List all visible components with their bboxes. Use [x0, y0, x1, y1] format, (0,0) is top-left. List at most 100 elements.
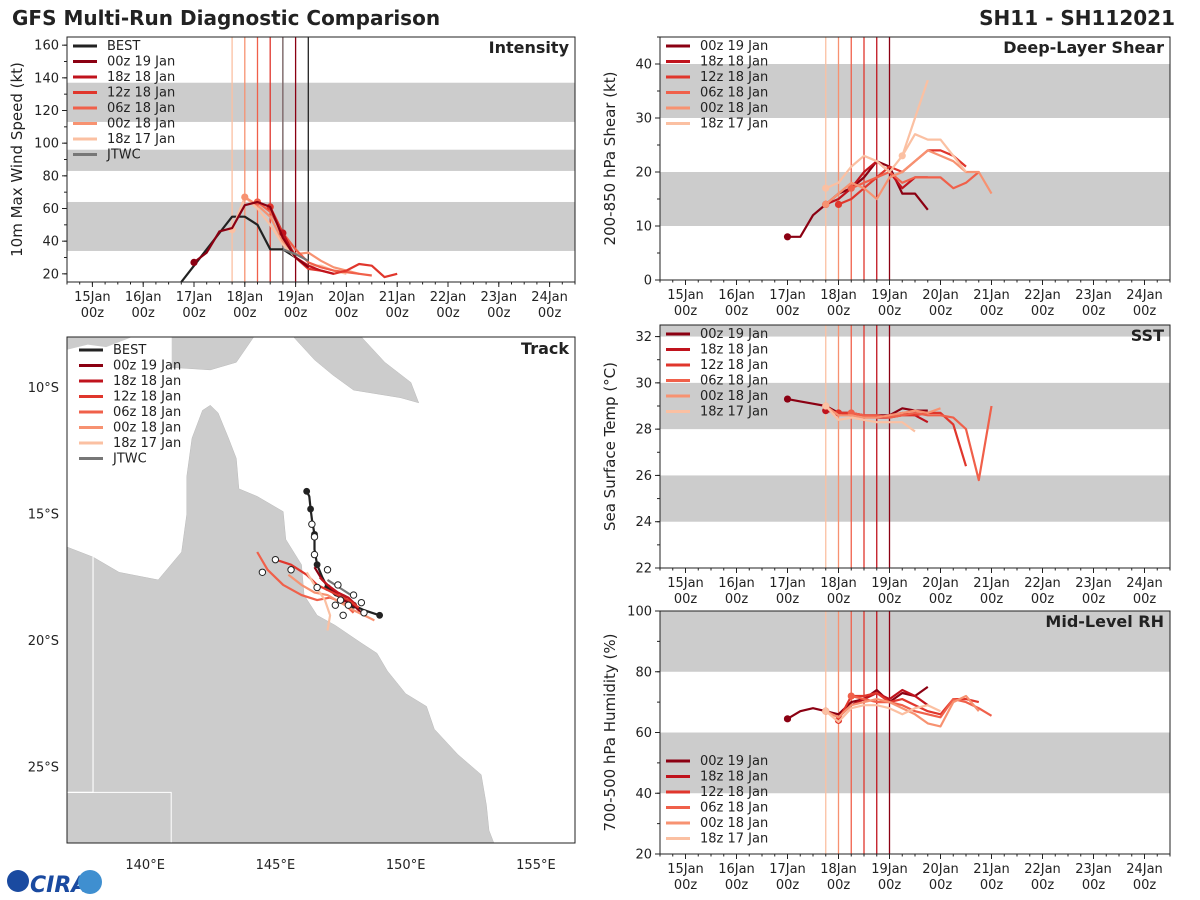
intensity-ytick-label: 140	[34, 71, 59, 86]
sst-xtick-label-hour: 00z	[674, 592, 698, 607]
track-ytick-label: 15°S	[28, 508, 59, 523]
sst-xtick-label-hour: 00z	[929, 592, 953, 607]
intensity-xtick-label-hour: 00z	[182, 306, 206, 321]
track-forecast-point	[310, 533, 319, 541]
track-forecast-point	[336, 596, 345, 604]
intensity-ytick-label: 120	[34, 104, 59, 119]
rh-series-18z-17-jan	[825, 704, 941, 724]
sst-xtick-label-day: 15Jan	[667, 576, 704, 591]
shear-xtick-label-day: 23Jan	[1075, 288, 1112, 303]
track-forecast-point	[313, 583, 321, 592]
intensity-xtick-label-day: 22Jan	[430, 290, 467, 305]
track-title: Track	[521, 339, 569, 358]
sa-qld-border-line	[67, 791, 172, 843]
rh-xtick-label-day: 22Jan	[1024, 862, 1061, 877]
shear-series-00z-19-jan	[787, 160, 929, 238]
sst-panel: 22242628303215Jan00z16Jan00z17Jan00z18Ja…	[601, 324, 1171, 607]
rh-ytick-label: 80	[635, 665, 652, 680]
rh-init-point-18z-17-jan	[822, 707, 830, 715]
rh-xtick-label-day: 18Jan	[820, 862, 857, 877]
shear-legend-label-00z-18-jan: 00z 18 Jan	[700, 101, 768, 116]
sst-title: SST	[1131, 326, 1164, 345]
intensity-panel: 2040608010012014016015Jan00z16Jan00z17Ja…	[8, 36, 576, 321]
track-forecast-point	[271, 555, 280, 564]
intensity-title: Intensity	[489, 38, 570, 57]
intensity-xtick-label-day: 24Jan	[531, 290, 568, 305]
intensity-init-point-00z-18-jan	[241, 193, 249, 201]
intensity-series-00z-18-jan	[244, 196, 360, 275]
shear-xtick-label-day: 16Jan	[718, 288, 755, 303]
track-ytick-label: 25°S	[28, 761, 59, 776]
sst-legend-label-18z-18-jan: 18z 18 Jan	[700, 343, 768, 358]
sst-xtick-label-hour: 00z	[980, 592, 1004, 607]
sst-xtick-label-day: 16Jan	[718, 576, 755, 591]
track-forecast-point	[357, 598, 366, 607]
track-series-18z-17-jan	[305, 571, 332, 631]
sst-ylabel: Sea Surface Temp (°C)	[601, 362, 619, 531]
intensity-legend-label-00z-18-jan: 00z 18 Jan	[107, 117, 175, 132]
shear-ylabel: 200-850 hPa Shear (kt)	[601, 72, 619, 246]
figure-title: GFS Multi-Run Diagnostic Comparison	[12, 6, 440, 30]
track-forecast-point	[308, 520, 316, 528]
shear-xtick-label-hour: 00z	[980, 304, 1004, 319]
track-forecast-point	[331, 601, 340, 609]
shear-xtick-label-day: 21Jan	[973, 288, 1010, 303]
intensity-xtick-label-hour: 00z	[132, 306, 156, 321]
shear-xtick-label-hour: 00z	[1133, 304, 1157, 319]
intensity-xtick-label-day: 17Jan	[176, 290, 213, 305]
track-forecast-point	[334, 581, 342, 589]
sst-xtick-label-day: 17Jan	[769, 576, 806, 591]
shear-xtick-label-hour: 00z	[725, 304, 749, 319]
intensity-legend-label-06z-18-jan: 06z 18 Jan	[107, 101, 175, 116]
sst-legend-label-18z-17-jan: 18z 17 Jan	[700, 405, 768, 420]
shear-legend-label-00z-19-jan: 00z 19 Jan	[700, 39, 768, 54]
rh-ytick-label: 20	[635, 848, 652, 863]
track-legend-label-12z-18-jan: 12z 18 Jan	[113, 390, 181, 405]
track-xtick-label: 155°E	[516, 858, 556, 873]
intensity-ylabel: 10m Max Wind Speed (kt)	[8, 62, 26, 257]
rh-series-06z-18-jan	[851, 694, 993, 719]
rh-xtick-label-hour: 00z	[776, 878, 800, 893]
sst-ytick-label: 22	[635, 562, 652, 577]
shear-xtick-label-hour: 00z	[1082, 304, 1106, 319]
intensity-legend-label-12z-18-jan: 12z 18 Jan	[107, 86, 175, 101]
intensity-xtick-label-hour: 00z	[487, 306, 511, 321]
sst-ytick-label: 30	[635, 376, 652, 391]
rh-xtick-label-hour: 00z	[929, 878, 953, 893]
track-forecast-point	[344, 601, 353, 609]
sst-xtick-label-hour: 00z	[1082, 592, 1106, 607]
shear-init-point-18z-17-jan	[822, 184, 830, 192]
intensity-xtick-label-day: 16Jan	[125, 290, 162, 305]
intensity-ytick-label: 160	[34, 39, 59, 54]
track-best-point	[376, 611, 384, 619]
track-forecast-point	[339, 611, 347, 619]
track-panel: 140°E 145°E 150°E 155°E 10°S 15°S 20°S 25°S Trac…	[28, 336, 576, 873]
intensity-xtick-label-hour: 00z	[436, 306, 460, 321]
shear-ytick-label: 40	[635, 58, 652, 73]
shear-ytick-label: 10	[635, 220, 652, 235]
rh-xtick-label-hour: 00z	[1133, 878, 1157, 893]
track-legend-label-00z-19-jan: 00z 19 Jan	[113, 359, 181, 374]
sst-shaded-band	[660, 325, 1170, 337]
sst-ytick-label: 24	[635, 515, 652, 530]
sst-xtick-label-hour: 00z	[827, 592, 851, 607]
intensity-legend-label-18z-18-jan: 18z 18 Jan	[107, 70, 175, 85]
shear-xtick-label-day: 19Jan	[871, 288, 908, 303]
cira-logo-globe	[78, 870, 102, 894]
shear-ytick-label: 0	[644, 274, 652, 289]
sst-series-00z-18-jan	[825, 405, 941, 419]
intensity-ytick-label: 100	[34, 137, 59, 152]
intensity-ytick-label: 60	[42, 202, 59, 217]
intensity-legend-label-jtwc: JTWC	[106, 148, 141, 163]
track-series-18z-18-jan	[318, 576, 357, 606]
sst-series-06z-18-jan	[851, 405, 993, 482]
intensity-plot-area	[180, 37, 398, 282]
australia-landmass	[67, 404, 495, 843]
rh-xtick-label-day: 19Jan	[871, 862, 908, 877]
sst-shaded-band	[660, 382, 1170, 430]
track-xtick-label: 140°E	[125, 858, 165, 873]
rh-xtick-label-hour: 00z	[1031, 878, 1055, 893]
track-legend-label-jtwc: JTWC	[112, 452, 147, 467]
irian-landmass	[67, 337, 133, 350]
